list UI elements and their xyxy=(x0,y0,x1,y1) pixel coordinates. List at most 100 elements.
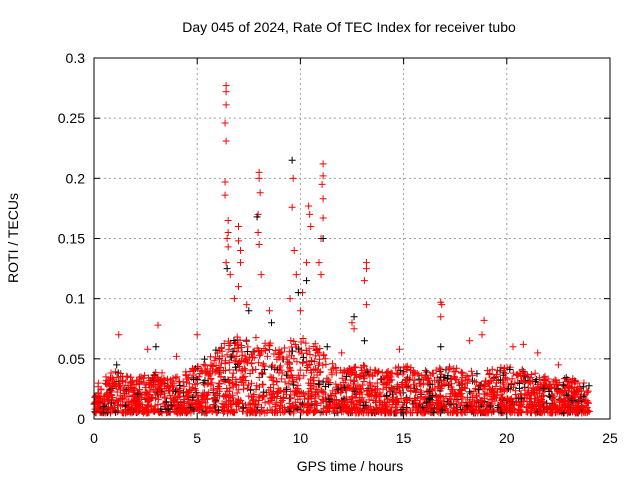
x-tick-label: 0 xyxy=(90,430,98,446)
roti-point xyxy=(445,381,453,389)
roti-point xyxy=(438,370,446,378)
roti-point xyxy=(134,390,142,398)
roti-point xyxy=(94,379,102,387)
roti-point xyxy=(127,380,135,388)
roti-point-red xyxy=(509,343,517,351)
roti-point xyxy=(113,373,121,381)
roti-point xyxy=(557,387,565,395)
y-tick-label: 0.25 xyxy=(58,110,85,126)
roti-point xyxy=(129,392,137,400)
roti-point xyxy=(349,380,357,388)
roti-point-red xyxy=(256,189,264,197)
roti-point xyxy=(187,393,195,401)
roti-point xyxy=(313,371,321,379)
roti-point xyxy=(123,372,131,380)
roti-point xyxy=(222,357,230,365)
roti-point xyxy=(230,408,238,416)
roti-point-red xyxy=(237,247,245,255)
roti-point xyxy=(366,380,374,388)
roti-point xyxy=(565,387,573,395)
roti-point xyxy=(541,372,549,380)
roti-point xyxy=(423,398,431,406)
roti-point xyxy=(356,383,364,391)
roti-point xyxy=(291,398,299,406)
roti-point xyxy=(211,368,219,376)
roti-point xyxy=(260,388,268,396)
roti-point xyxy=(154,373,162,381)
roti-point xyxy=(262,347,270,355)
y-tick-label: 0.3 xyxy=(66,50,86,66)
y-tick-label: 0.15 xyxy=(58,231,85,247)
roti-point-red xyxy=(534,349,542,357)
roti-point xyxy=(492,382,500,390)
roti-point xyxy=(239,404,247,412)
roti-point xyxy=(351,363,359,371)
roti-point xyxy=(108,396,116,404)
roti-point xyxy=(107,369,115,377)
roti-point-red xyxy=(223,235,231,242)
roti-point xyxy=(403,405,411,413)
roti-point-red xyxy=(305,202,313,210)
roti-point xyxy=(304,362,312,370)
roti-point xyxy=(332,369,340,377)
roti-point xyxy=(102,373,110,381)
roti-point xyxy=(139,374,147,382)
roti-point xyxy=(184,400,192,408)
roti-point-red xyxy=(319,160,327,168)
roti-point xyxy=(218,352,226,360)
roti-point xyxy=(464,373,472,381)
roti-point xyxy=(389,393,397,401)
roti-point xyxy=(200,392,208,400)
roti-point xyxy=(199,395,207,403)
roti-point xyxy=(371,399,379,407)
roti-point xyxy=(576,405,584,413)
roti-point xyxy=(488,365,496,373)
roti-point xyxy=(421,373,429,381)
roti-point xyxy=(494,388,502,396)
roti-point xyxy=(393,383,401,391)
roti-point-red xyxy=(222,88,230,96)
roti-point xyxy=(258,407,266,415)
roti-point xyxy=(295,345,303,353)
roti-point xyxy=(236,358,244,366)
roti-point xyxy=(379,385,387,393)
roti-point xyxy=(540,384,548,392)
roti-point xyxy=(488,400,496,408)
roti-point xyxy=(259,362,267,370)
roti-point xyxy=(285,380,293,388)
roti-point xyxy=(459,381,467,389)
roti-point xyxy=(540,391,548,399)
roti-point xyxy=(436,400,444,408)
roti-point xyxy=(389,396,397,404)
roti-point xyxy=(378,375,386,383)
roti-point xyxy=(273,366,281,374)
roti-point xyxy=(486,402,494,410)
roti-point xyxy=(222,398,230,406)
roti-point xyxy=(338,374,346,382)
roti-point xyxy=(135,378,143,386)
roti-point xyxy=(266,391,274,399)
roti-point xyxy=(518,402,526,410)
roti-point-red xyxy=(360,277,368,285)
roti-point xyxy=(340,379,348,387)
roti-point xyxy=(228,351,236,359)
roti-point xyxy=(318,387,326,395)
roti-point-red xyxy=(292,271,300,279)
roti-point xyxy=(113,388,121,396)
roti-point xyxy=(251,401,259,409)
roti-point xyxy=(306,350,314,358)
roti-point xyxy=(494,366,502,374)
roti-point xyxy=(248,379,256,387)
roti-point xyxy=(461,384,469,392)
roti-point xyxy=(339,408,347,416)
roti-point xyxy=(95,395,103,403)
roti-point xyxy=(270,393,278,401)
roti-point xyxy=(327,391,335,399)
roti-point xyxy=(133,408,141,416)
roti-point xyxy=(234,344,242,352)
roti-point xyxy=(220,339,228,347)
roti-point xyxy=(282,385,290,393)
roti-point xyxy=(230,337,238,345)
roti-point xyxy=(174,398,182,406)
roti-point xyxy=(530,406,538,414)
